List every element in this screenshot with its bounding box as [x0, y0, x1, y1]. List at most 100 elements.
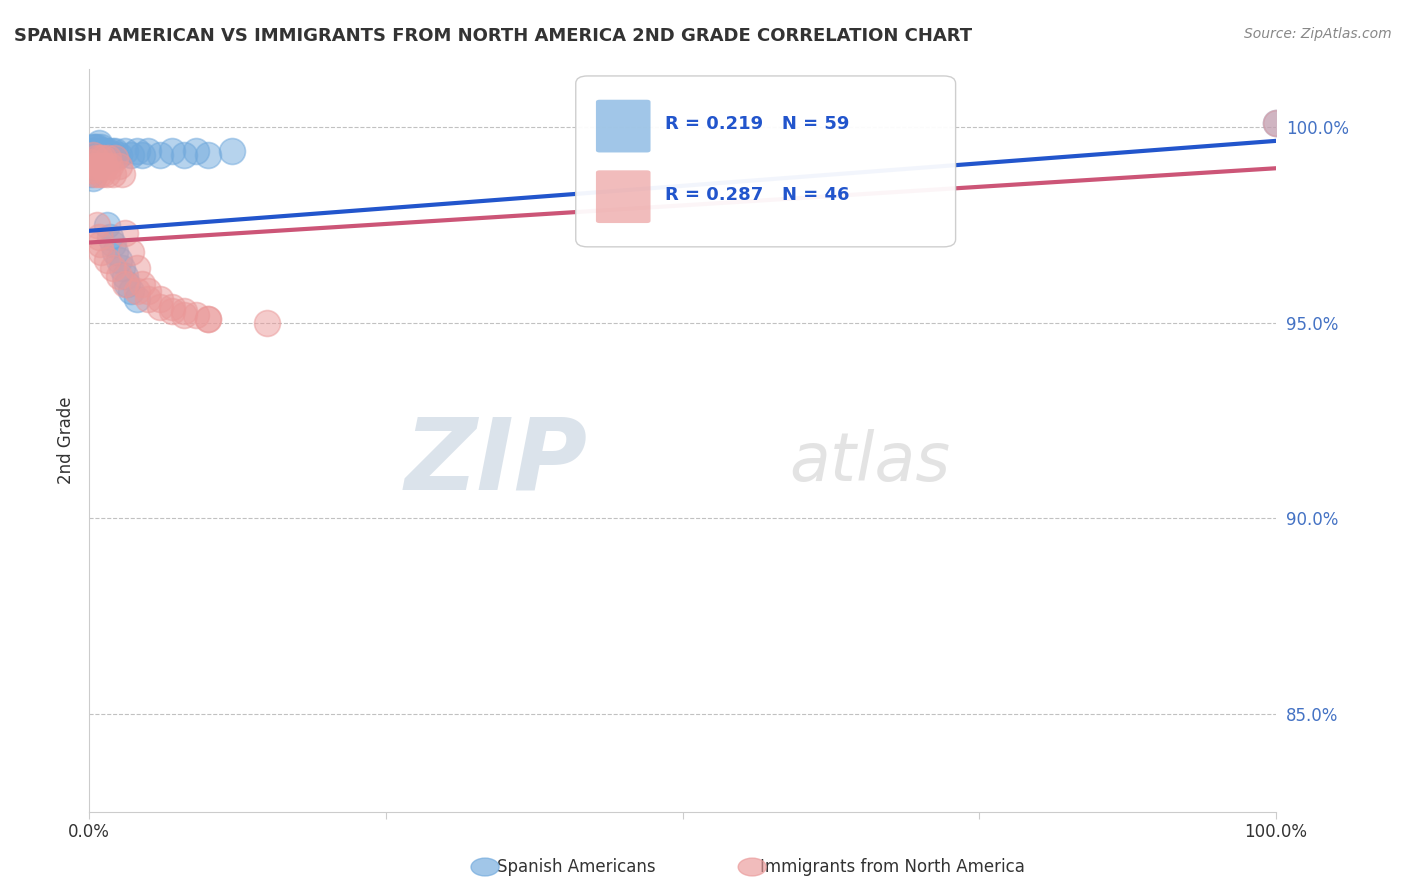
- Point: [80, 163, 103, 178]
- Point: [101, 260, 124, 275]
- Point: [89, 237, 111, 252]
- Point: [197, 311, 219, 326]
- Point: [221, 144, 243, 158]
- Point: [107, 268, 129, 283]
- Point: [86, 139, 108, 153]
- Point: [83, 155, 105, 169]
- Point: [101, 147, 124, 161]
- Point: [101, 167, 124, 181]
- Point: [111, 167, 134, 181]
- FancyBboxPatch shape: [575, 76, 956, 247]
- Point: [104, 144, 127, 158]
- Point: [96, 167, 118, 181]
- Text: R = 0.219   N = 59: R = 0.219 N = 59: [665, 115, 849, 133]
- Point: [149, 147, 172, 161]
- Point: [80, 167, 103, 181]
- Point: [87, 229, 110, 244]
- Text: ZIP: ZIP: [405, 414, 588, 511]
- Point: [125, 285, 148, 299]
- Point: [93, 159, 115, 173]
- Point: [100, 229, 122, 244]
- Point: [138, 144, 160, 158]
- Point: [100, 152, 122, 166]
- Point: [98, 147, 121, 161]
- Point: [107, 147, 129, 161]
- Point: [173, 147, 195, 161]
- Point: [91, 167, 114, 181]
- Point: [86, 218, 108, 232]
- Point: [94, 144, 117, 158]
- Point: [84, 152, 107, 166]
- Point: [84, 144, 107, 158]
- Point: [125, 144, 148, 158]
- Point: [125, 260, 148, 275]
- Point: [138, 292, 160, 306]
- Point: [97, 152, 120, 166]
- Point: [82, 159, 104, 173]
- Point: [82, 147, 104, 161]
- FancyBboxPatch shape: [596, 170, 651, 223]
- Point: [125, 292, 148, 306]
- Point: [90, 147, 112, 161]
- Point: [107, 253, 129, 268]
- Point: [84, 167, 107, 181]
- Point: [131, 277, 153, 291]
- Point: [87, 159, 110, 173]
- Point: [82, 147, 104, 161]
- Point: [83, 144, 105, 158]
- Point: [90, 245, 112, 260]
- Point: [79, 155, 101, 169]
- Point: [82, 139, 104, 153]
- Point: [84, 155, 107, 169]
- Point: [89, 152, 111, 166]
- Point: [149, 300, 172, 314]
- Point: [80, 144, 103, 158]
- Point: [101, 237, 124, 252]
- Point: [149, 292, 172, 306]
- Text: R = 0.287   N = 46: R = 0.287 N = 46: [665, 186, 849, 204]
- Text: SPANISH AMERICAN VS IMMIGRANTS FROM NORTH AMERICA 2ND GRADE CORRELATION CHART: SPANISH AMERICAN VS IMMIGRANTS FROM NORT…: [14, 27, 972, 45]
- Point: [160, 300, 183, 314]
- Point: [84, 139, 107, 153]
- Point: [79, 159, 101, 173]
- Point: [86, 159, 108, 173]
- Point: [115, 277, 138, 291]
- Point: [104, 245, 127, 260]
- Point: [96, 253, 118, 268]
- Point: [107, 159, 129, 173]
- Point: [114, 144, 136, 158]
- Point: [104, 152, 127, 166]
- Point: [120, 147, 142, 161]
- Point: [114, 226, 136, 240]
- Point: [1265, 116, 1288, 130]
- Point: [120, 245, 142, 260]
- Point: [90, 159, 112, 173]
- Point: [80, 155, 103, 169]
- Point: [160, 144, 183, 158]
- Point: [96, 147, 118, 161]
- FancyBboxPatch shape: [596, 100, 651, 153]
- Point: [87, 147, 110, 161]
- Point: [91, 152, 114, 166]
- Point: [114, 268, 136, 283]
- Point: [84, 147, 107, 161]
- Point: [87, 167, 110, 181]
- Text: Spanish Americans: Spanish Americans: [498, 858, 655, 876]
- Point: [1265, 116, 1288, 130]
- Point: [184, 308, 207, 322]
- Point: [89, 152, 111, 166]
- Point: [184, 144, 207, 158]
- Point: [100, 159, 122, 173]
- Text: Source: ZipAtlas.com: Source: ZipAtlas.com: [1244, 27, 1392, 41]
- Point: [87, 136, 110, 150]
- Point: [97, 144, 120, 158]
- Point: [197, 311, 219, 326]
- Point: [197, 147, 219, 161]
- Point: [86, 147, 108, 161]
- Point: [83, 159, 105, 173]
- Point: [91, 144, 114, 158]
- Point: [138, 285, 160, 299]
- Point: [100, 144, 122, 158]
- Point: [256, 316, 278, 330]
- Point: [89, 144, 111, 158]
